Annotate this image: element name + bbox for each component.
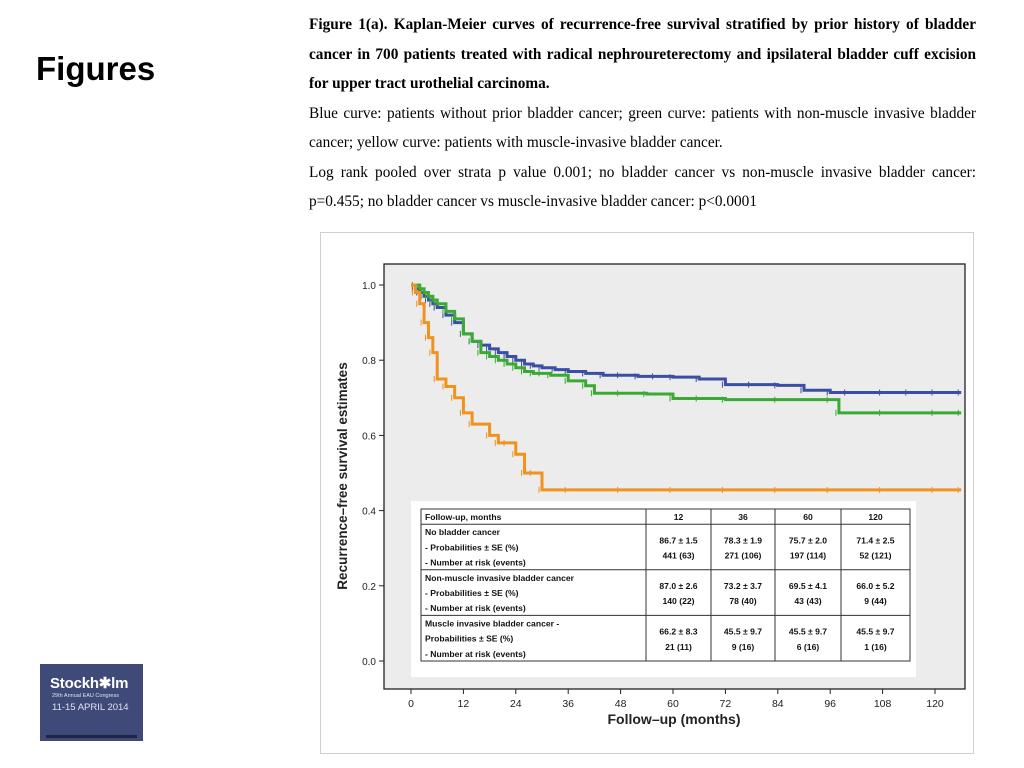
km-chart: 0.0 0.2 0.4 0.6 0.8 1.0 0 12 24 36 48 60 72 84 96 108 1… <box>335 263 966 727</box>
risk-table-group-name: Non-muscle invasive bladder cancer <box>425 573 575 583</box>
risk-table-cell: 140 (22) <box>662 596 694 606</box>
survival-curves <box>411 282 962 493</box>
y-tick-label: 1.0 <box>362 281 376 292</box>
y-axis: 0.0 0.2 0.4 0.6 0.8 1.0 <box>362 281 384 668</box>
x-tick-label: 48 <box>615 698 627 710</box>
risk-table-cell: 69.5 ± 4.1 <box>789 581 827 591</box>
risk-table-cell: 1 (16) <box>864 642 887 652</box>
risk-table-cell: 45.5 ± 9.7 <box>856 627 894 637</box>
risk-table-cell: 66.2 ± 8.3 <box>659 627 697 637</box>
risk-table: Follow-up, months 12 36 60 120 No bladder can… <box>420 508 911 662</box>
y-axis-label: Recurrence–free survival estimates <box>335 362 350 589</box>
risk-table-cell: 43 (43) <box>794 596 821 606</box>
x-tick-label: 0 <box>408 698 414 710</box>
badge-name: Stockh✱lm <box>50 675 129 692</box>
risk-table-cell: 6 (16) <box>797 642 820 652</box>
risk-table-header-month: 60 <box>803 512 813 522</box>
y-tick-label: 0.4 <box>362 507 376 518</box>
risk-table-group-name: Muscle invasive bladder cancer - <box>425 618 559 628</box>
risk-table-cell: 73.2 ± 3.7 <box>724 581 762 591</box>
figure-frame: 0.0 0.2 0.4 0.6 0.8 1.0 0 12 24 36 48 60 72 84 96 108 1… <box>320 232 974 754</box>
x-tick-label: 84 <box>772 698 784 710</box>
x-axis: 0 12 24 36 48 60 72 84 96 108 120 <box>408 689 944 710</box>
x-tick-label: 24 <box>510 698 522 710</box>
badge-underline <box>46 735 137 738</box>
risk-table-group-name: No bladder cancer <box>425 527 501 537</box>
y-tick-label: 0.8 <box>362 356 376 367</box>
risk-table-cell: 21 (11) <box>665 642 692 652</box>
x-tick-label: 72 <box>720 698 732 710</box>
risk-table-border <box>420 508 911 662</box>
x-tick-label: 108 <box>874 698 892 710</box>
curve-muscle-invasive-censor-marks <box>411 289 959 493</box>
x-tick-label: 120 <box>926 698 944 710</box>
x-axis-label: Follow–up (months) <box>608 711 741 727</box>
caption-title: Figure 1(a). Kaplan-Meier curves of recu… <box>309 16 976 92</box>
caption-logrank: Log rank pooled over strata p value 0.00… <box>309 163 976 211</box>
risk-table-cell: 9 (44) <box>864 596 887 606</box>
risk-table-cell: 197 (114) <box>790 551 826 561</box>
risk-table-cell: 75.7 ± 2.0 <box>789 535 827 545</box>
badge-dates: 11-15 APRIL 2014 <box>52 702 129 713</box>
risk-table-header-label: Follow-up, months <box>425 512 502 522</box>
x-tick-label: 60 <box>667 698 679 710</box>
risk-table-cell: 45.5 ± 9.7 <box>789 627 827 637</box>
risk-table-row-label: - Number at risk (events) <box>425 649 526 659</box>
curve-non-muscle-invasive <box>411 283 962 415</box>
y-tick-label: 0.2 <box>362 582 376 593</box>
risk-table-cell: 45.5 ± 9.7 <box>724 627 762 637</box>
x-tick-label: 12 <box>458 698 470 710</box>
risk-table-cell: 52 (121) <box>859 551 891 561</box>
risk-table-cell: 78.3 ± 1.9 <box>724 535 762 545</box>
risk-table-cell: 78 (40) <box>729 596 756 606</box>
curve-non-muscle-invasive-censor-marks <box>411 282 959 416</box>
risk-table-header-month: 120 <box>868 512 883 522</box>
curve-muscle-invasive <box>411 283 962 492</box>
risk-table-cell: 71.4 ± 2.5 <box>856 535 894 545</box>
risk-table-row-label: - Probabilities ± SE (%) <box>425 542 519 552</box>
y-tick-label: 0.0 <box>362 657 376 668</box>
risk-table-header-month: 36 <box>738 512 748 522</box>
x-tick-label: 36 <box>562 698 574 710</box>
caption-curves: Blue curve: patients without prior bladd… <box>309 104 976 152</box>
badge-subtitle: 29th Annual EAU Congress <box>52 693 119 699</box>
risk-table-cell: 271 (106) <box>725 551 762 561</box>
figure-caption: Figure 1(a). Kaplan-Meier curves of recu… <box>309 10 976 217</box>
risk-table-cell: 87.0 ± 2.6 <box>659 581 697 591</box>
y-tick-label: 0.6 <box>362 431 376 442</box>
congress-badge: Stockh✱lm 29th Annual EAU Congress 11-15… <box>40 664 143 741</box>
risk-table-header-month: 12 <box>674 512 684 522</box>
risk-table-row-label: - Number at risk (events) <box>425 558 526 568</box>
risk-table-cell: 86.7 ± 1.5 <box>659 535 697 545</box>
risk-table-row-label: - Probabilities ± SE (%) <box>425 588 519 598</box>
risk-table-cell: 66.0 ± 5.2 <box>856 581 894 591</box>
risk-table-background <box>411 501 916 677</box>
risk-table-row-label: Probabilities ± SE (%) <box>425 634 513 644</box>
risk-table-cell: 9 (16) <box>732 642 755 652</box>
slide-title: Figures <box>36 50 156 87</box>
x-tick-label: 96 <box>824 698 836 710</box>
risk-table-cell: 441 (63) <box>662 551 694 561</box>
risk-table-row-label: - Number at risk (events) <box>425 603 526 613</box>
